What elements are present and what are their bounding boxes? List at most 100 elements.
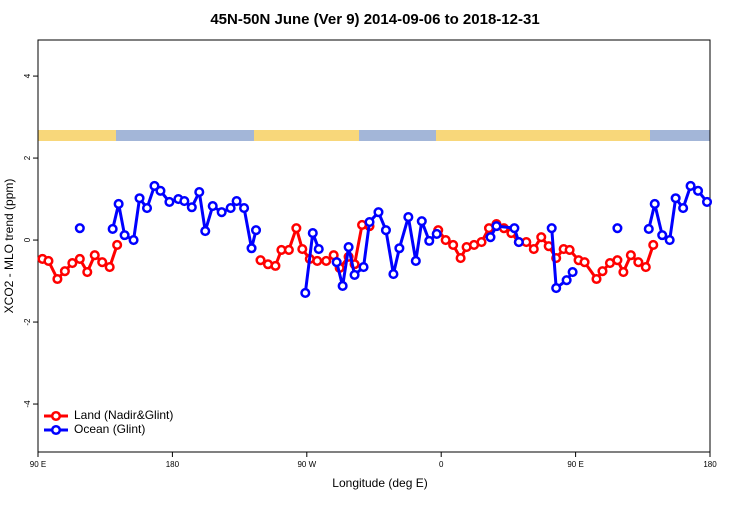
chart-title: 45N-50N June (Ver 9) 2014-09-06 to 2018-… [210, 11, 539, 28]
data-point [685, 180, 696, 191]
data-point [612, 223, 623, 234]
data-point [149, 180, 160, 191]
data-point [255, 255, 266, 266]
data-point [431, 228, 442, 239]
legend-marker [50, 410, 62, 422]
data-point [591, 273, 602, 285]
data-point [313, 244, 324, 255]
x-tick-label: 180 [166, 460, 180, 469]
data-point [701, 196, 713, 207]
data-point [194, 187, 205, 198]
data-point [424, 235, 435, 246]
legend-label: Ocean (Glint) [74, 422, 145, 436]
data-point [440, 235, 451, 246]
data-point [52, 273, 63, 285]
data-point [546, 223, 557, 234]
series-line [111, 184, 709, 294]
data-point [618, 266, 629, 278]
data-point [403, 212, 414, 223]
data-point [579, 257, 590, 268]
data-point [416, 216, 427, 227]
data-point [186, 202, 197, 213]
x-tick-label: 0 [439, 460, 444, 469]
x-axis-label: Longitude (deg E) [332, 476, 427, 490]
data-point [119, 230, 130, 241]
data-point [349, 269, 360, 280]
data-point [373, 207, 384, 218]
data-point [200, 225, 211, 237]
data-point [648, 239, 659, 251]
data-point [74, 253, 85, 264]
data-point [567, 266, 578, 278]
data-point [358, 262, 369, 273]
data-point [380, 225, 391, 236]
data-point [536, 232, 547, 243]
data-point [564, 244, 575, 255]
data-point [312, 255, 323, 267]
y-axis-label: XCO2 - MLO trend (ppm) [2, 179, 16, 314]
data-point [283, 244, 294, 255]
data-point [97, 257, 108, 268]
x-tick-label: 180 [703, 460, 717, 469]
data-point [476, 237, 487, 248]
data-point [633, 257, 644, 268]
data-point [528, 244, 539, 255]
land-ocean-strip [38, 130, 710, 141]
data-point [59, 266, 70, 277]
data-point [300, 287, 311, 298]
x-tick-label: 90 W [297, 460, 316, 469]
y-tick-label: 0 [23, 237, 32, 242]
data-point [67, 257, 78, 269]
data-point [246, 243, 257, 254]
data-point [141, 203, 153, 214]
data-point [231, 196, 242, 207]
data-point [82, 266, 93, 278]
data-point [597, 266, 608, 277]
data-point [89, 250, 100, 261]
x-tick-label: 90 E [30, 460, 46, 469]
data-point [612, 255, 623, 266]
y-tick-label: -4 [23, 400, 32, 408]
data-point [239, 203, 250, 214]
legend-marker [50, 424, 62, 436]
data-point [291, 223, 302, 234]
data-point [216, 207, 227, 218]
data-point [364, 216, 375, 228]
y-tick-label: -2 [23, 318, 32, 326]
y-tick-label: 2 [23, 155, 32, 160]
data-point [307, 228, 318, 239]
data-point [551, 282, 562, 294]
plot-frame [37, 39, 711, 453]
data-point [485, 232, 496, 243]
data-point [491, 221, 502, 232]
y-tick-label: 4 [23, 73, 32, 78]
data-point [337, 280, 348, 292]
data-point [134, 193, 145, 204]
data-point [649, 198, 660, 210]
data-point [448, 239, 459, 251]
data-point [164, 196, 175, 207]
data-point [331, 257, 342, 268]
data-point [640, 262, 651, 273]
data-point [657, 230, 668, 241]
data-point [343, 241, 354, 253]
data-point [297, 244, 308, 255]
data-point [113, 198, 124, 210]
data-point [155, 185, 166, 196]
data-point [394, 243, 405, 254]
data-point [270, 260, 281, 271]
data-point [455, 253, 466, 264]
data-point [225, 203, 236, 214]
data-point [693, 185, 704, 196]
data-point [128, 235, 139, 246]
data-point [670, 193, 681, 204]
data-point [664, 235, 675, 246]
data-point [112, 239, 123, 251]
x-tick-label: 90 E [567, 460, 583, 469]
data-point [321, 255, 332, 267]
legend-label: Land (Nadir&Glint) [74, 408, 173, 422]
data-point [74, 223, 85, 234]
data-point [625, 250, 636, 261]
data-point [104, 262, 115, 273]
data-point [643, 223, 654, 235]
